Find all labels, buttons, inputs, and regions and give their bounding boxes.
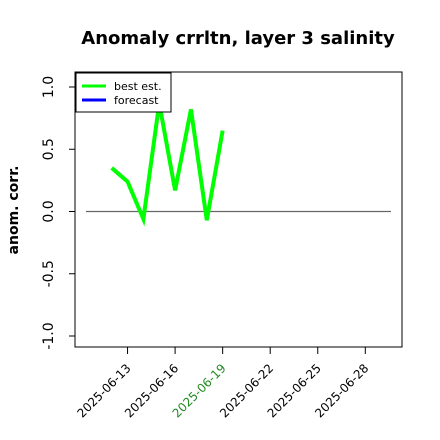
x-axis: 2025-06-132025-06-162025-06-192025-06-22… [74, 347, 371, 420]
chart-title: Anomaly crrltn, layer 3 salinity [81, 28, 395, 49]
legend: best est. forecast [75, 72, 172, 113]
series-group [110, 102, 225, 227]
y-tick-label: -1.0 [41, 322, 57, 349]
legend-box [75, 72, 172, 113]
legend-label-best-est: best est. [114, 80, 162, 93]
y-tick-label: -0.5 [41, 260, 57, 287]
legend-label-forecast: forecast [114, 94, 159, 107]
y-tick-label: 1.0 [41, 76, 57, 98]
y-axis: -1.0 -0.5 0.0 0.5 1.0 [41, 76, 75, 350]
series-line-best-est- [110, 102, 225, 227]
plot-frame [74, 71, 403, 348]
y-axis-label: anom. corr. [6, 166, 22, 255]
y-tick-label: 0.0 [41, 200, 57, 222]
y-tick-label: 0.5 [41, 138, 57, 160]
